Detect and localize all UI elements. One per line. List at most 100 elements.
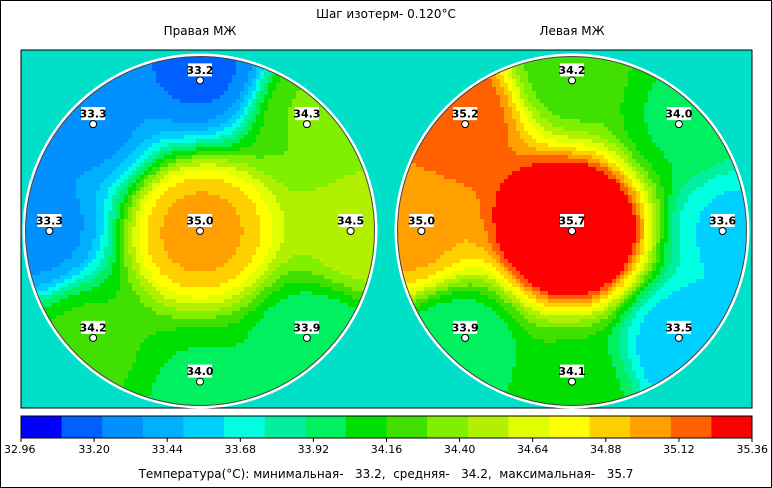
heat-cell [264,95,268,99]
heat-cell [172,91,176,95]
heat-cell [340,251,344,255]
heat-cell [36,267,40,271]
heat-cell [276,79,280,83]
heat-cell [44,199,48,203]
heat-cell [56,291,60,295]
heat-cell [144,239,148,243]
heat-cell [344,183,348,187]
heat-cell [228,211,232,215]
heat-cell [280,127,284,131]
heat-cell [96,187,100,191]
heat-cell [328,271,332,275]
heat-cell [216,207,220,211]
heat-cell [292,235,296,239]
heat-cell [112,127,116,131]
heat-cell [340,243,344,247]
heat-cell [108,303,112,307]
heat-cell [164,223,168,227]
heat-cell [268,87,272,91]
heat-cell [56,255,60,259]
heat-cell [88,131,92,135]
heat-cell [236,187,240,191]
heat-cell [192,91,196,95]
heat-cell [316,287,320,291]
heat-cell [304,191,308,195]
heat-cell [304,127,308,131]
heat-cell [240,167,244,171]
heat-cell [56,195,60,199]
heat-cell [128,71,132,75]
heat-cell [192,207,196,211]
heat-cell [232,263,236,267]
heat-cell [72,275,76,279]
heat-cell [292,203,296,207]
heat-cell [268,163,272,167]
heat-cell [204,131,208,135]
heat-cell [148,187,152,191]
heat-cell [208,167,212,171]
heat-cell [76,287,80,291]
heat-cell [124,119,128,123]
heat-cell [284,103,288,107]
heat-cell [280,135,284,139]
heat-cell [144,147,148,151]
heat-cell [280,291,284,295]
heat-cell [144,271,148,275]
heat-cell [324,119,328,123]
heat-cell [272,159,276,163]
heat-cell [344,191,348,195]
heat-cell [116,227,120,231]
heat-cell [196,159,200,163]
heat-cell [96,175,100,179]
heat-cell [328,219,332,223]
heat-cell [132,83,136,87]
heat-cell [172,95,176,99]
heat-cell [144,231,148,235]
heat-cell [72,299,76,303]
heat-cell [64,223,68,227]
heat-cell [192,127,196,131]
heat-cell [252,151,256,155]
heat-cell [344,175,348,179]
heat-cell [348,295,352,299]
heat-cell [212,143,216,147]
heat-cell [228,195,232,199]
heat-cell [192,295,196,299]
heat-cell [252,299,256,303]
heat-cell [328,239,332,243]
heat-cell [200,203,204,207]
heat-cell [136,75,140,79]
heat-cell [320,235,324,239]
heat-cell [276,99,280,103]
heat-cell [248,187,252,191]
heat-cell [84,239,88,243]
heat-cell [292,303,296,307]
heat-cell [284,303,288,307]
heat-cell [60,227,64,231]
heat-cell [180,239,184,243]
heat-cell [272,195,276,199]
heat-cell [64,171,68,175]
heat-cell [296,291,300,295]
heat-cell [304,159,308,163]
heat-cell [136,259,140,263]
heat-cell [172,283,176,287]
heat-cell [252,211,256,215]
heat-cell [340,227,344,231]
heat-cell [280,195,284,199]
heat-cell [172,155,176,159]
heat-cell [136,211,140,215]
heat-cell [304,155,308,159]
heat-cell [164,187,168,191]
heat-cell [332,175,336,179]
heat-cell [52,243,56,247]
heat-cell [128,235,132,239]
heat-cell [140,311,144,315]
heat-cell [348,167,352,171]
heat-cell [248,231,252,235]
heat-cell [180,87,184,91]
heat-cell [136,283,140,287]
heat-cell [316,203,320,207]
heat-cell [316,103,320,107]
heat-cell [56,155,60,159]
